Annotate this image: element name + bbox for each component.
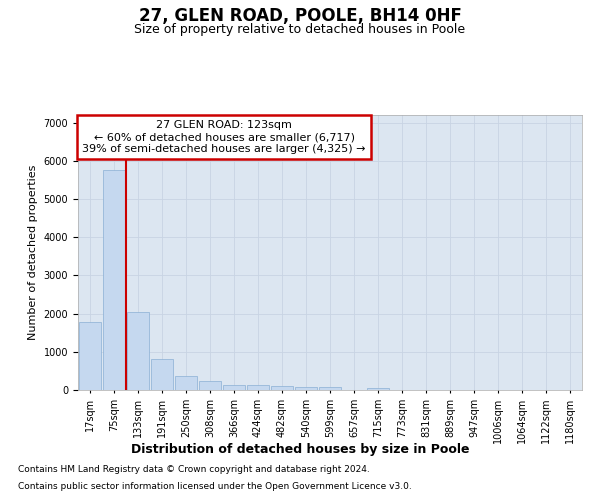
Text: Size of property relative to detached houses in Poole: Size of property relative to detached ho… (134, 22, 466, 36)
Text: Contains HM Land Registry data © Crown copyright and database right 2024.: Contains HM Land Registry data © Crown c… (18, 465, 370, 474)
Bar (103, 170, 125, 390)
Bar (271, 386, 293, 390)
Bar (151, 358, 173, 390)
Text: 27, GLEN ROAD, POOLE, BH14 0HF: 27, GLEN ROAD, POOLE, BH14 0HF (139, 8, 461, 26)
Bar (127, 312, 149, 390)
Bar (367, 388, 389, 390)
Text: 27 GLEN ROAD: 123sqm
← 60% of detached houses are smaller (6,717)
39% of semi-de: 27 GLEN ROAD: 123sqm ← 60% of detached h… (82, 120, 366, 154)
Bar (223, 385, 245, 390)
Bar (199, 381, 221, 390)
Y-axis label: Number of detached properties: Number of detached properties (28, 165, 38, 340)
Bar (319, 388, 341, 390)
Bar (295, 387, 317, 390)
Bar (175, 376, 197, 390)
Bar (247, 386, 269, 390)
Bar (79, 322, 101, 390)
Text: Distribution of detached houses by size in Poole: Distribution of detached houses by size … (131, 442, 469, 456)
Text: Contains public sector information licensed under the Open Government Licence v3: Contains public sector information licen… (18, 482, 412, 491)
